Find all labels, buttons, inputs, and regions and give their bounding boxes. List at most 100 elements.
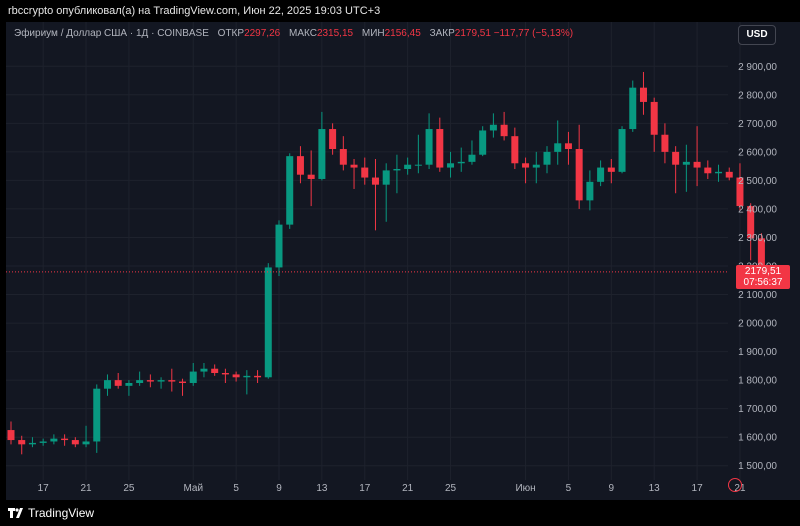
low-value: 2156,45 — [384, 28, 421, 39]
candle-body — [650, 101, 658, 135]
low-label: МИН — [361, 28, 385, 39]
close-value: 2179,51 — [454, 28, 491, 39]
candle — [307, 150, 315, 207]
candle-body — [393, 168, 401, 171]
candle — [382, 163, 390, 222]
candle — [221, 368, 229, 383]
x-axis: 17 21 25 Май 5 9 13 17 21 25 Июн 5 9 13 17 21 — [38, 483, 746, 494]
y-tick-label: 2 700,00 — [738, 119, 777, 130]
x-tick-label: 17 — [38, 483, 50, 494]
candle — [564, 131, 572, 165]
candlestick-chart[interactable]: 1 500,00 1 600,00 1 700,00 1 800,00 1 900,00… — [6, 22, 800, 500]
x-tick-label: 21 — [80, 483, 92, 494]
footer: TradingView — [0, 500, 800, 526]
candle-body — [489, 124, 497, 131]
candle — [672, 146, 680, 194]
candle — [414, 134, 422, 174]
currency-button[interactable]: USD — [738, 25, 776, 45]
candle-body — [50, 438, 58, 442]
candle-body — [468, 154, 476, 162]
candle — [264, 263, 272, 379]
candle — [254, 370, 262, 383]
candle — [28, 437, 36, 448]
candle-body — [18, 440, 26, 445]
candle-body — [586, 181, 594, 201]
candle-body — [436, 129, 444, 168]
candle — [650, 97, 658, 152]
x-tick-label: 13 — [649, 483, 661, 494]
candle — [125, 380, 133, 396]
candle — [543, 146, 551, 174]
candle-body — [425, 129, 433, 165]
candle-body — [715, 171, 723, 174]
y-tick-label: 2 300,00 — [738, 233, 777, 244]
candle-body — [307, 174, 315, 179]
candle-body — [382, 170, 390, 185]
candle-body — [275, 224, 283, 268]
x-tick-label: 25 — [445, 483, 457, 494]
replay-icon[interactable] — [728, 478, 742, 492]
candle-body — [28, 442, 36, 445]
candle-body — [200, 368, 208, 372]
candle-body — [254, 375, 262, 378]
close-label: ЗАКР — [429, 28, 455, 39]
candle — [404, 157, 412, 175]
last-price-value: 2179,51 — [744, 265, 782, 277]
candle — [447, 151, 455, 178]
tradingview-logo-icon[interactable] — [8, 506, 24, 520]
candle — [168, 368, 176, 392]
candle-body — [296, 156, 304, 175]
candle — [704, 160, 712, 179]
candle-body — [682, 161, 690, 165]
candle — [682, 144, 690, 192]
candle-body — [61, 438, 69, 441]
candle-body — [500, 124, 508, 137]
high-label: МАКС — [289, 28, 317, 39]
candle — [211, 364, 219, 376]
candle-body — [350, 164, 358, 168]
candle — [18, 435, 26, 455]
candle-body — [672, 151, 680, 165]
candle-body — [747, 206, 755, 239]
candle-body — [82, 441, 90, 445]
candle-body — [264, 267, 272, 378]
x-tick-label: Май — [183, 483, 203, 494]
candle — [618, 126, 626, 174]
candle — [629, 80, 637, 132]
x-tick-label: 25 — [123, 483, 135, 494]
change-value: −117,77 (−5,13%) — [493, 28, 574, 39]
countdown-timer: 07:56:37 — [743, 276, 783, 288]
candle — [511, 127, 519, 169]
candle — [339, 136, 347, 171]
candle-body — [704, 167, 712, 174]
x-tick-label: 5 — [233, 483, 239, 494]
tradingview-brand[interactable]: TradingView — [28, 506, 95, 520]
candle — [7, 421, 15, 445]
candle — [103, 374, 111, 396]
candle-body — [757, 238, 765, 272]
candle-body — [564, 143, 572, 150]
candle — [232, 371, 240, 382]
candle — [661, 123, 669, 164]
candle-body — [543, 151, 551, 165]
candle — [575, 124, 583, 209]
y-tick-label: 2 000,00 — [738, 319, 777, 330]
candle-body — [457, 161, 465, 164]
candle — [586, 170, 594, 211]
candle-body — [597, 167, 605, 182]
symbol-name: Эфириум / Доллар США · 1Д · COINBASE — [14, 28, 209, 39]
candle-body — [339, 149, 347, 165]
candle — [82, 425, 90, 448]
y-tick-label: 1 900,00 — [738, 347, 777, 358]
candle-body — [286, 156, 294, 225]
candle — [468, 140, 476, 165]
x-tick-label: 9 — [276, 483, 282, 494]
candle-body — [404, 164, 412, 169]
y-tick-label: 2 800,00 — [738, 90, 777, 101]
candle-body — [725, 171, 733, 178]
candle — [457, 147, 465, 172]
candle — [296, 146, 304, 184]
chart-area[interactable]: 1 500,00 1 600,00 1 700,00 1 800,00 1 900,00… — [6, 22, 800, 500]
x-tick-label: 13 — [316, 483, 328, 494]
candle — [71, 437, 79, 448]
